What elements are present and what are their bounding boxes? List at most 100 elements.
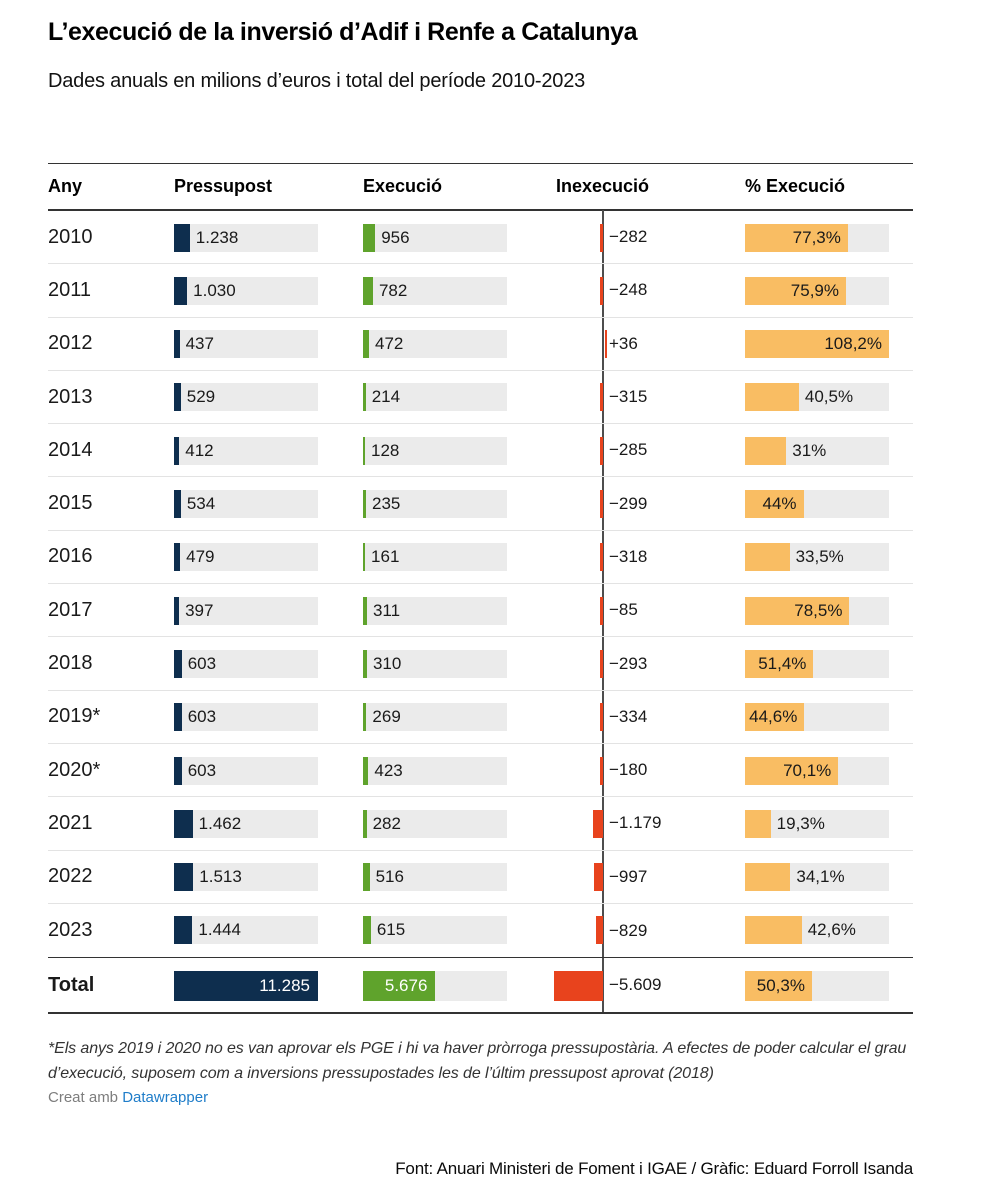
table-row: 2016 479 161 −318 33,5% <box>48 531 913 585</box>
pct-value: 50,3% <box>756 975 805 995</box>
year-label: 2023 <box>48 919 93 941</box>
pct-value: 44% <box>762 494 797 514</box>
source-credit: Font: Anuari Ministeri de Foment i IGAE … <box>395 1159 913 1178</box>
column-header-pct: % Execució <box>745 176 846 196</box>
pct-bar <box>745 863 791 892</box>
execucio-value: 782 <box>378 280 408 300</box>
pressupost-value: 1.513 <box>199 867 242 887</box>
column-header-execucio: Execució <box>363 176 443 196</box>
inexecucio-value: −334 <box>609 706 648 726</box>
pct-bar <box>745 809 771 838</box>
pct-value: 34,1% <box>796 867 845 887</box>
table-row: 2010 1.238 956 −282 77,3% <box>48 211 913 265</box>
execucio-cell: 516 <box>363 863 507 892</box>
inexecucio-bar <box>600 490 603 519</box>
pct-value: 44,6% <box>749 707 798 727</box>
pct-cell: 70,1% <box>745 756 889 785</box>
pressupost-value: 479 <box>186 547 215 567</box>
execucio-bar <box>363 809 367 838</box>
pct-cell: 19,3% <box>745 809 889 838</box>
pct-bar <box>745 596 850 625</box>
table-row: 2017 397 311 −85 78,5% <box>48 584 913 638</box>
execucio-bar <box>363 649 367 678</box>
year-label: 2014 <box>48 438 93 461</box>
execucio-value: 615 <box>376 920 406 940</box>
pct-bar <box>745 223 848 252</box>
execucio-value: 956 <box>381 227 410 247</box>
pct-value: 42,6% <box>807 920 856 940</box>
chart-title: L’execució de la inversió d’Adif i Renfe… <box>48 18 638 46</box>
column-header-inexecucio: Inexecució <box>556 176 650 196</box>
pct-bar <box>745 543 790 572</box>
pressupost-value: 603 <box>187 707 217 727</box>
table-header-row: Any Pressupost Execució Inexecució % Exe… <box>48 163 913 211</box>
inexecucio-bar <box>600 703 603 732</box>
pct-cell: 31% <box>745 436 889 465</box>
pressupost-value: 11.285 <box>259 975 310 995</box>
pct-cell: 77,3% <box>745 223 889 252</box>
pct-value: 70,1% <box>783 760 832 780</box>
pct-value: 77,3% <box>792 227 841 247</box>
pressupost-bar <box>174 330 180 359</box>
pressupost-cell: 397 <box>174 596 318 625</box>
execucio-cell: 782 <box>363 276 507 305</box>
pressupost-cell: 603 <box>174 756 318 785</box>
datawrapper-link[interactable]: Datawrapper <box>122 1089 209 1106</box>
pct-bar <box>745 276 846 305</box>
pct-bar <box>745 916 802 945</box>
execucio-cell: 269 <box>363 703 507 732</box>
execucio-bar <box>363 916 371 945</box>
inexecucio-value: −829 <box>609 920 648 940</box>
execucio-value: 423 <box>374 760 403 780</box>
chart-subtitle: Dades anuals en milions d’euros i total … <box>48 70 586 92</box>
pressupost-bar <box>174 863 194 892</box>
execucio-cell: 5.676 <box>363 970 507 1001</box>
table-row: 2023 1.444 615 −829 42,6% <box>48 904 913 957</box>
pct-bar <box>745 490 804 519</box>
execucio-cell: 128 <box>363 436 507 465</box>
pct-cell: 50,3% <box>745 970 889 1001</box>
pct-value: 78,5% <box>794 600 843 620</box>
inexecucio-bar <box>600 756 603 785</box>
execucio-value: 214 <box>371 387 401 407</box>
pressupost-value: 534 <box>186 494 216 514</box>
pressupost-cell: 412 <box>174 436 318 465</box>
pct-cell: 40,5% <box>745 383 889 412</box>
pressupost-cell: 1.462 <box>174 809 318 838</box>
inexecucio-value: −285 <box>609 440 648 460</box>
inexecucio-value: −318 <box>609 546 648 566</box>
execucio-bar <box>363 543 366 572</box>
execucio-cell: 956 <box>363 223 507 252</box>
attribution-prefix: Creat amb <box>48 1089 123 1106</box>
pct-bar <box>745 649 814 678</box>
table-row: 2021 1.462 282 −1.179 19,3% <box>48 797 913 851</box>
execucio-bar <box>363 596 367 625</box>
table-row: 2020* 603 423 −180 70,1% <box>48 744 913 798</box>
pressupost-bar <box>174 436 180 465</box>
execucio-cell: 311 <box>363 596 507 625</box>
execucio-bar <box>363 330 370 359</box>
pressupost-value: 397 <box>185 600 214 620</box>
table-row: 2015 534 235 −299 44% <box>48 477 913 531</box>
execucio-bar <box>363 863 370 892</box>
year-label: 2018 <box>48 652 93 675</box>
table-row: 2019* 603 269 −334 44,6% <box>48 691 913 744</box>
pressupost-value: 603 <box>187 760 217 780</box>
inexecucio-bar <box>554 970 603 1001</box>
table-row: 2013 529 214 −315 40,5% <box>48 371 913 425</box>
execucio-cell: 310 <box>363 649 507 678</box>
pct-cell: 108,2% <box>745 330 889 359</box>
pct-bar <box>745 970 812 1001</box>
pressupost-value: 1.444 <box>198 920 241 940</box>
pressupost-bar <box>174 809 193 838</box>
pressupost-bar <box>174 490 181 519</box>
inexecucio-bar <box>600 383 603 412</box>
inexecucio-bar <box>600 436 603 465</box>
execucio-bar <box>363 383 366 412</box>
inexecucio-value: −293 <box>609 653 648 673</box>
execucio-value: 235 <box>371 494 401 514</box>
pct-cell: 33,5% <box>745 543 889 572</box>
inexecucio-bar <box>594 863 603 892</box>
pressupost-bar <box>174 916 193 945</box>
